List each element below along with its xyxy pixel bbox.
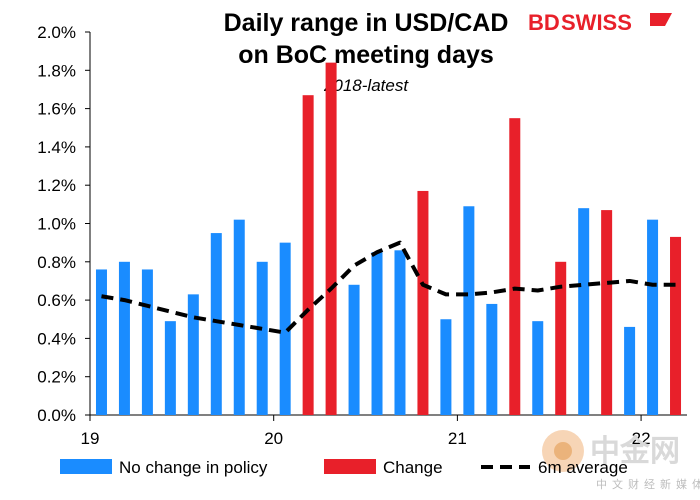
legend-label-average: 6m average <box>538 458 628 477</box>
watermark: 中金网 中文财经新媒体 <box>542 430 700 491</box>
bar-no-change <box>578 208 590 415</box>
x-tick-label: 21 <box>448 429 467 448</box>
y-tick-label: 1.6% <box>37 100 76 119</box>
x-tick-label: 19 <box>81 429 100 448</box>
bar-no-change <box>187 294 199 415</box>
y-tick-label: 1.4% <box>37 138 76 157</box>
bar-change <box>601 210 613 415</box>
bar-no-change <box>118 261 130 415</box>
legend: No change in policy Change 6m average <box>60 458 628 477</box>
bdswiss-logo: BD SWISS <box>528 10 672 35</box>
y-tick-label: 1.8% <box>37 61 76 80</box>
y-tick-labels: 0.0% 0.2% 0.4% 0.6% 0.8% 1.0% 1.2% 1.4% 1.6% 1.8%… <box>37 23 90 425</box>
chart-title-line2: on BoC meeting days <box>238 41 494 69</box>
bar-no-change <box>141 269 153 415</box>
bar-no-change <box>256 261 268 415</box>
average-line <box>101 240 676 335</box>
logo-swiss-text: SWISS <box>561 10 632 35</box>
bar-no-change <box>233 219 245 415</box>
bar-change <box>555 261 567 415</box>
y-tick-label: 0.8% <box>37 253 76 272</box>
bar-change <box>302 95 314 415</box>
y-tick-label: 1.2% <box>37 176 76 195</box>
bar-no-change <box>348 284 360 415</box>
bars <box>95 62 682 416</box>
bar-change <box>417 190 429 415</box>
bar-no-change <box>532 321 544 415</box>
y-tick-label: 2.0% <box>37 23 76 42</box>
bar-change <box>509 118 521 416</box>
x-tick-label: 22 <box>632 429 651 448</box>
bar-no-change <box>210 233 222 415</box>
legend-swatch-change <box>324 459 376 474</box>
chart-title-line1: Daily range in USD/CAD <box>224 9 509 37</box>
chart-subtitle: 2018-latest <box>323 76 409 95</box>
logo-arrow-icon <box>650 13 672 26</box>
x-tick-label: 20 <box>264 429 283 448</box>
bar-change <box>325 62 337 415</box>
bar-no-change <box>463 206 475 415</box>
bar-no-change <box>486 303 498 415</box>
bar-no-change <box>440 319 452 415</box>
x-tick-labels: 19 20 21 22 <box>81 415 651 448</box>
legend-label-no-change: No change in policy <box>119 458 268 477</box>
y-tick-label: 0.4% <box>37 329 76 348</box>
legend-swatch-no-change <box>60 459 112 474</box>
bar-no-change <box>279 242 291 415</box>
bar-no-change <box>95 269 107 415</box>
legend-label-change: Change <box>383 458 443 477</box>
bar-no-change <box>624 326 636 415</box>
bar-no-change <box>394 250 406 415</box>
bar-no-change <box>647 219 659 415</box>
bar-change <box>670 236 682 415</box>
y-tick-label: 0.6% <box>37 291 76 310</box>
watermark-subtext: 中文财经新媒体 <box>596 477 700 491</box>
bar-no-change <box>371 252 383 415</box>
y-tick-label: 1.0% <box>37 215 76 234</box>
y-tick-label: 0.2% <box>37 368 76 387</box>
y-tick-label: 0.0% <box>37 406 76 425</box>
bar-no-change <box>164 321 176 415</box>
watermark-text: 中金网 <box>590 434 680 469</box>
logo-bd-text: BD <box>528 10 560 35</box>
average-line-group <box>101 240 676 335</box>
